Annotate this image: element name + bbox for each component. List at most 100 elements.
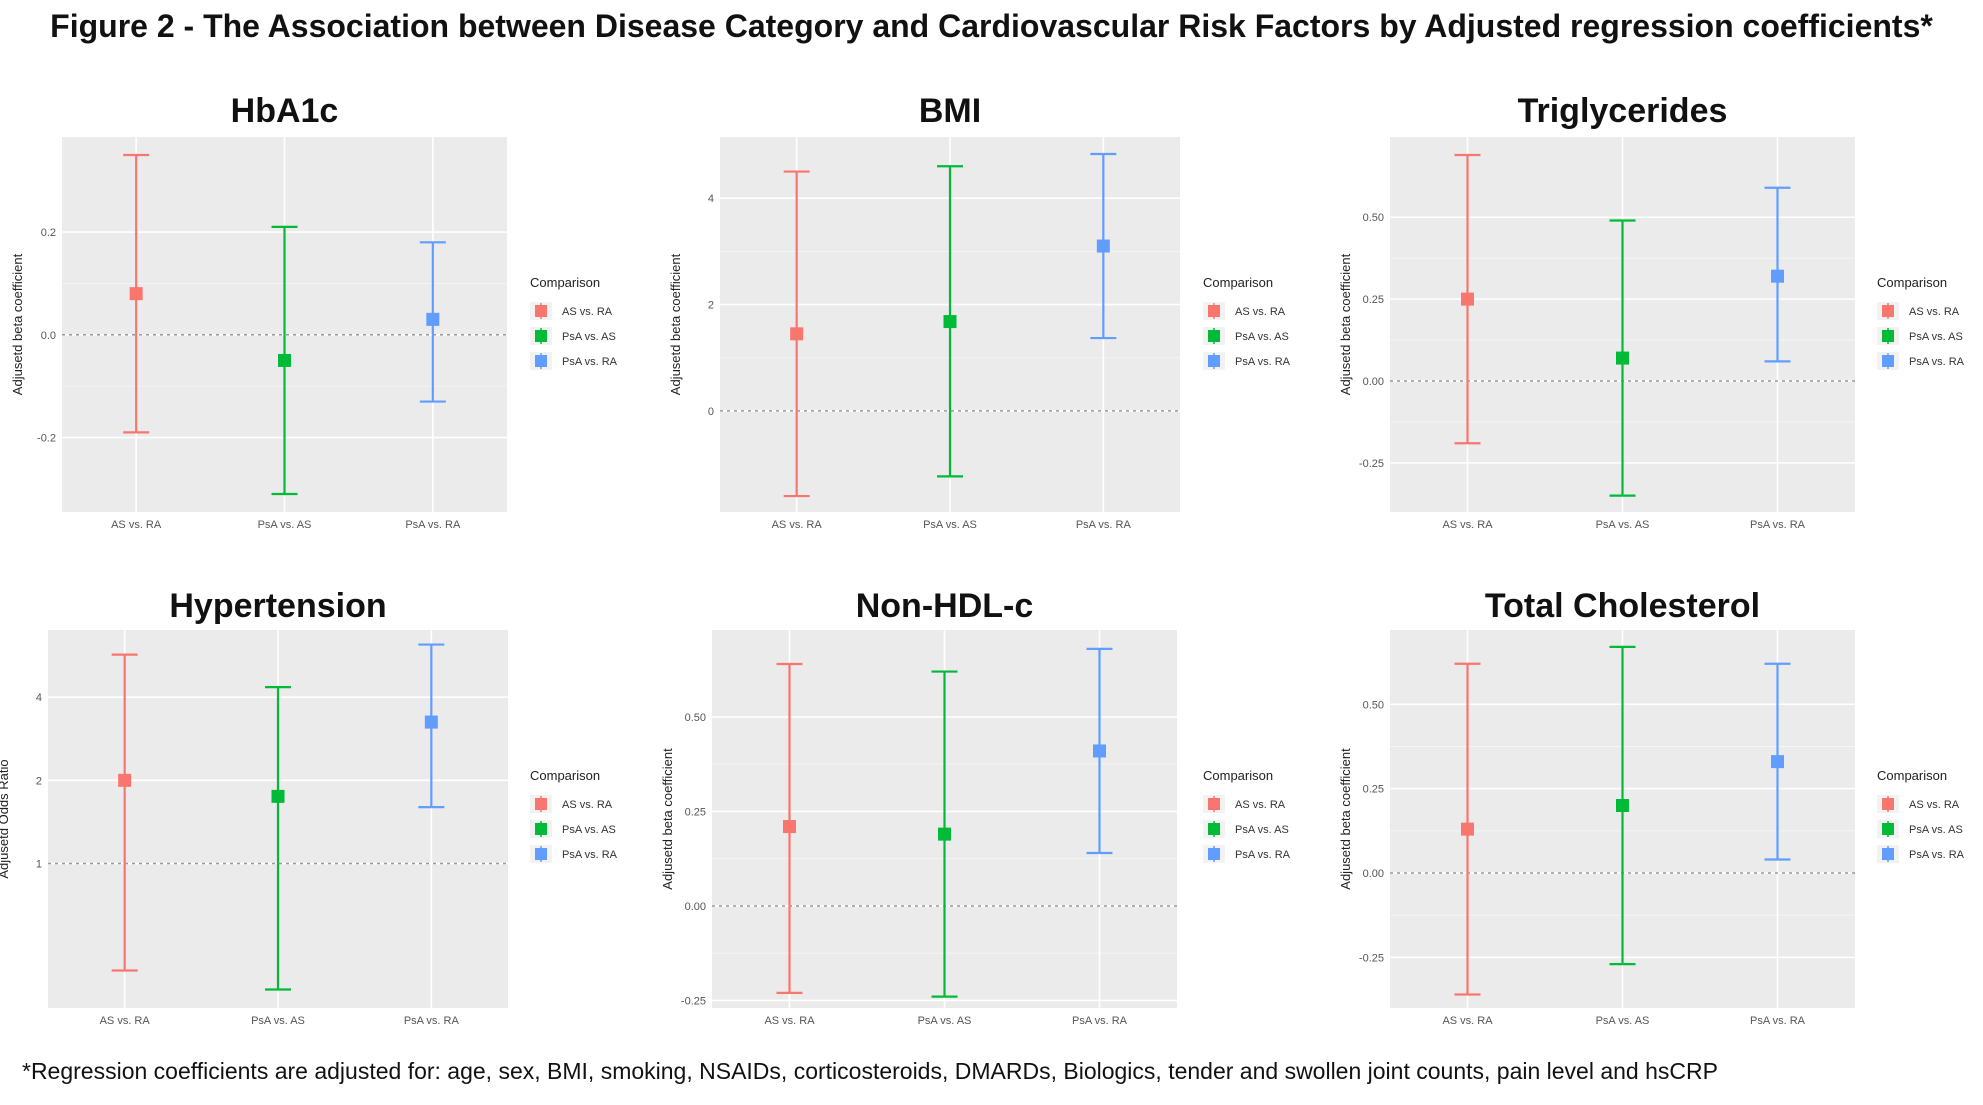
panel-title: HbA1c <box>231 92 339 130</box>
y-tick-label: 0.00 <box>685 901 706 913</box>
point-estimate-1 <box>278 353 291 367</box>
point-estimate-1 <box>1616 799 1629 812</box>
legend-title: Comparison <box>1203 768 1273 783</box>
panel-title: Non-HDL-c <box>856 587 1034 625</box>
legend-key-swatch <box>535 798 547 810</box>
legend-label: PsA vs. AS <box>1909 331 1963 343</box>
x-tick-label: PsA vs. AS <box>918 1015 972 1027</box>
x-tick-label: AS vs. RA <box>100 1015 151 1027</box>
point-estimate-2 <box>1096 239 1110 253</box>
legend-key-swatch <box>1208 798 1220 810</box>
legend-label: AS vs. RA <box>1235 799 1286 811</box>
y-tick-label: 0.0 <box>41 330 56 342</box>
legend-key-swatch <box>1882 355 1894 367</box>
legend-key-swatch <box>1208 823 1220 835</box>
chart-panel-2: Triglycerides -0.25 0.00 0.25 0.50 AS vs. RA P… <box>1338 92 1965 531</box>
point-estimate-2 <box>1771 755 1784 769</box>
legend-label: AS vs. RA <box>562 306 613 318</box>
legend-key-swatch <box>1208 330 1220 342</box>
legend-label: PsA vs. RA <box>562 356 618 368</box>
y-tick-label: 0.50 <box>1363 212 1384 224</box>
y-tick-label: -0.25 <box>1359 458 1384 470</box>
legend-key-swatch <box>1208 848 1220 860</box>
y-tick-label: 2 <box>36 775 42 787</box>
legend-label: PsA vs. AS <box>1235 824 1289 836</box>
legend-key-swatch <box>1882 848 1894 860</box>
point-estimate-2 <box>1093 744 1106 758</box>
x-tick-label: PsA vs. RA <box>1750 519 1806 531</box>
y-tick-label: 2 <box>708 300 714 312</box>
chart-panel-4: Non-HDL-c -0.25 0.00 0.25 0.50 AS vs. RA PsA v… <box>660 587 1291 1027</box>
point-estimate-0 <box>1461 822 1474 836</box>
panel-title: Total Cholesterol <box>1485 587 1760 625</box>
x-tick-label: PsA vs. AS <box>258 519 312 531</box>
legend-key-swatch <box>1882 823 1894 835</box>
y-tick-label: 4 <box>708 193 714 205</box>
x-tick-label: PsA vs. RA <box>405 519 461 531</box>
y-axis-label: Adjusetd beta coefficient <box>1338 253 1353 395</box>
x-tick-label: PsA vs. RA <box>404 1015 460 1027</box>
legend-title: Comparison <box>530 275 600 290</box>
y-tick-label: 4 <box>36 692 42 704</box>
chart-panel-0: HbA1c -0.2 0.0 0.2 AS vs. RA PsA vs. AS PsA vs… <box>10 92 618 531</box>
x-tick-label: PsA vs. AS <box>923 519 977 531</box>
x-tick-label: PsA vs. AS <box>1596 1015 1650 1027</box>
y-tick-label: 0.00 <box>1363 376 1384 388</box>
chart-panel-3: Hypertension 1 2 4 AS vs. RA PsA vs. AS PsA vs… <box>0 587 618 1027</box>
legend-label: PsA vs. RA <box>562 849 618 861</box>
point-estimate-1 <box>1616 351 1629 365</box>
panel-title: BMI <box>919 92 981 130</box>
y-axis-label: Adjusetd beta coefficient <box>668 253 683 395</box>
chart-panel-5: Total Cholesterol -0.25 0.00 0.25 0.50 AS vs.… <box>1338 587 1965 1027</box>
legend-title: Comparison <box>530 768 600 783</box>
point-estimate-1 <box>943 315 957 329</box>
x-tick-label: AS vs. RA <box>764 1015 815 1027</box>
y-tick-label: 0.2 <box>41 227 56 239</box>
legend-key-swatch <box>1208 305 1220 317</box>
legend-title: Comparison <box>1877 275 1947 290</box>
legend-label: PsA vs. RA <box>1909 849 1965 861</box>
legend-label: AS vs. RA <box>1909 799 1960 811</box>
point-estimate-0 <box>783 820 796 834</box>
y-tick-label: -0.25 <box>681 995 706 1007</box>
legend-label: PsA vs. RA <box>1909 356 1965 368</box>
x-tick-label: PsA vs. AS <box>1596 519 1650 531</box>
legend-label: AS vs. RA <box>562 799 613 811</box>
legend-key-swatch <box>535 330 547 342</box>
legend-label: PsA vs. RA <box>1235 356 1291 368</box>
y-axis-label: Adjusetd beta coefficient <box>1338 748 1353 890</box>
point-estimate-0 <box>1461 292 1474 306</box>
y-axis-label: Adjusetd Odds Ratio <box>0 759 11 878</box>
point-estimate-0 <box>118 773 132 787</box>
y-tick-label: 0.50 <box>1363 699 1384 711</box>
legend-label: AS vs. RA <box>1235 306 1286 318</box>
legend-label: PsA vs. AS <box>562 331 616 343</box>
legend-key-swatch <box>535 848 547 860</box>
y-tick-label: 0 <box>708 406 714 418</box>
y-axis-label: Adjusetd beta coefficient <box>10 253 25 395</box>
figure-title: Figure 2 - The Association between Disea… <box>50 8 1933 44</box>
point-estimate-2 <box>1771 269 1784 283</box>
y-tick-label: 1 <box>36 859 42 871</box>
x-tick-label: PsA vs. AS <box>251 1015 305 1027</box>
y-axis-label: Adjusetd beta coefficient <box>660 748 675 890</box>
panel-title: Hypertension <box>169 587 386 625</box>
y-tick-label: 0.25 <box>1363 294 1384 306</box>
y-tick-label: 0.00 <box>1363 868 1384 880</box>
legend-title: Comparison <box>1877 768 1947 783</box>
point-estimate-1 <box>271 789 285 803</box>
y-tick-label: -0.25 <box>1359 952 1384 964</box>
x-tick-label: AS vs. RA <box>111 519 162 531</box>
x-tick-label: AS vs. RA <box>1442 519 1493 531</box>
point-estimate-2 <box>426 312 440 326</box>
figure-footnote: *Regression coefficients are adjusted fo… <box>22 1058 1718 1084</box>
legend-title: Comparison <box>1203 275 1273 290</box>
legend-key-swatch <box>1882 330 1894 342</box>
point-estimate-1 <box>938 827 951 841</box>
y-tick-label: -0.2 <box>37 433 56 445</box>
chart-panel-1: BMI 0 2 4 AS vs. RA PsA vs. AS PsA vs. RA Adjus… <box>668 92 1291 531</box>
point-estimate-0 <box>129 287 143 301</box>
y-tick-label: 0.25 <box>685 806 706 818</box>
x-tick-label: PsA vs. RA <box>1750 1015 1806 1027</box>
